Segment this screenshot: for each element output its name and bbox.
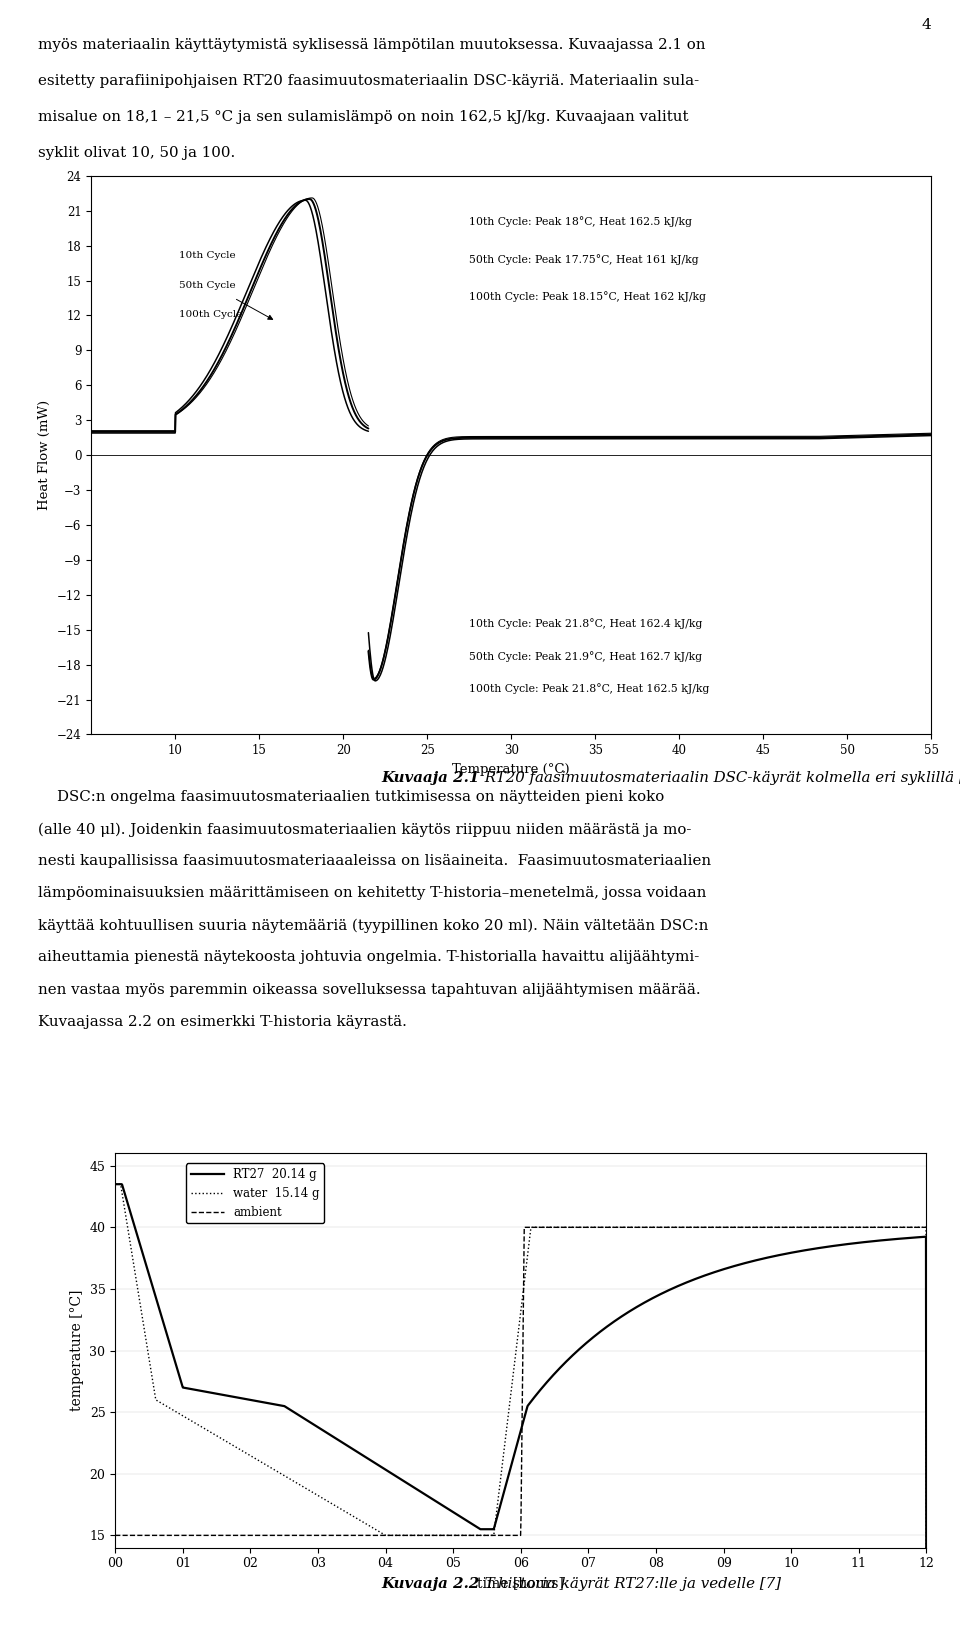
Text: nen vastaa myös paremmin oikeassa sovelluksessa tapahtuvan alijäähtymisen määrää: nen vastaa myös paremmin oikeassa sovell… bbox=[38, 983, 701, 997]
Text: Kuvaaja 2.2: Kuvaaja 2.2 bbox=[382, 1577, 480, 1592]
Y-axis label: Heat Flow (mW): Heat Flow (mW) bbox=[38, 399, 51, 511]
Line: ambient: ambient bbox=[115, 1227, 926, 1535]
water  15.14 g bbox=[504, 1393, 516, 1413]
X-axis label: Temperature (°C): Temperature (°C) bbox=[452, 762, 570, 775]
RT27  20.14 g bbox=[897, 1229, 908, 1249]
Text: 50th Cycle: Peak 21.9°C, Heat 162.7 kJ/kg: 50th Cycle: Peak 21.9°C, Heat 162.7 kJ/k… bbox=[469, 651, 703, 662]
Legend: RT27  20.14 g, water  15.14 g, ambient: RT27 20.14 g, water 15.14 g, ambient bbox=[186, 1163, 324, 1224]
X-axis label: time [hours]: time [hours] bbox=[477, 1576, 564, 1590]
Text: Kuvaajassa 2.2 on esimerkki T-historia käyrastä.: Kuvaajassa 2.2 on esimerkki T-historia k… bbox=[38, 1014, 407, 1029]
Text: (alle 40 μl). Joidenkin faasimuutosmateriaalien käytös riippuu niiden määrästä j: (alle 40 μl). Joidenkin faasimuutosmater… bbox=[38, 822, 692, 836]
Text: syklit olivat 10, 50 ja 100.: syklit olivat 10, 50 ja 100. bbox=[38, 146, 235, 161]
Text: käyttää kohtuullisen suuria näytemääriä (tyypillinen koko 20 ml). Näin vältetään: käyttää kohtuullisen suuria näytemääriä … bbox=[38, 918, 708, 933]
Text: Kuvaaja 2.1: Kuvaaja 2.1 bbox=[382, 771, 480, 785]
Text: lämpöominaisuuksien määrittämiseen on kehitetty T-historia–menetelmä, jossa void: lämpöominaisuuksien määrittämiseen on ke… bbox=[38, 887, 707, 900]
ambient bbox=[109, 1525, 121, 1544]
Line: water  15.14 g: water 15.14 g bbox=[115, 1185, 926, 1643]
RT27  20.14 g bbox=[151, 1290, 162, 1309]
water  15.14 g bbox=[151, 1390, 162, 1410]
Text: aiheuttamia pienestä näytekoosta johtuvia ongelmia. T-historialla havaittu alijä: aiheuttamia pienestä näytekoosta johtuvi… bbox=[38, 950, 700, 964]
Text: 100th Cycle: 100th Cycle bbox=[179, 309, 242, 319]
Text: 10th Cycle: Peak 21.8°C, Heat 162.4 kJ/kg: 10th Cycle: Peak 21.8°C, Heat 162.4 kJ/k… bbox=[469, 618, 703, 629]
water  15.14 g bbox=[109, 1175, 121, 1194]
Text: T-historia käyrät RT27:lle ja vedelle [7]: T-historia käyrät RT27:lle ja vedelle [7… bbox=[480, 1577, 781, 1592]
Y-axis label: temperature [°C]: temperature [°C] bbox=[70, 1290, 84, 1411]
Text: 100th Cycle: Peak 18.15°C, Heat 162 kJ/kg: 100th Cycle: Peak 18.15°C, Heat 162 kJ/k… bbox=[469, 291, 707, 302]
Text: RT20 faasimuutosmateriaalin DSC-käyrät kolmella eri syklillä [6]: RT20 faasimuutosmateriaalin DSC-käyrät k… bbox=[480, 771, 960, 785]
ambient bbox=[898, 1217, 909, 1237]
ambient bbox=[749, 1217, 760, 1237]
RT27  20.14 g bbox=[482, 1520, 493, 1539]
Text: nesti kaupallisissa faasimuutosmateriaaaleissa on lisäaineita.  Faasimuutosmater: nesti kaupallisissa faasimuutosmateriaaa… bbox=[38, 854, 711, 869]
water  15.14 g bbox=[897, 1217, 908, 1237]
Text: 10th Cycle: 10th Cycle bbox=[179, 251, 235, 261]
ambient bbox=[504, 1525, 516, 1544]
Text: 4: 4 bbox=[922, 18, 931, 31]
Text: myös materiaalin käyttäytymistä syklisessä lämpötilan muutoksessa. Kuvaajassa 2.: myös materiaalin käyttäytymistä syklises… bbox=[38, 38, 706, 53]
Text: 50th Cycle: 50th Cycle bbox=[179, 281, 235, 289]
water  15.14 g bbox=[748, 1217, 759, 1237]
RT27  20.14 g bbox=[109, 1175, 121, 1194]
RT27  20.14 g bbox=[504, 1462, 516, 1482]
ambient bbox=[921, 1217, 932, 1237]
Text: 50th Cycle: Peak 17.75°C, Heat 161 kJ/kg: 50th Cycle: Peak 17.75°C, Heat 161 kJ/kg bbox=[469, 253, 699, 265]
RT27  20.14 g bbox=[748, 1250, 759, 1270]
water  15.14 g bbox=[482, 1525, 493, 1544]
ambient bbox=[482, 1525, 493, 1544]
Line: RT27  20.14 g: RT27 20.14 g bbox=[115, 1185, 926, 1643]
Text: 10th Cycle: Peak 18°C, Heat 162.5 kJ/kg: 10th Cycle: Peak 18°C, Heat 162.5 kJ/kg bbox=[469, 217, 692, 227]
Text: 100th Cycle: Peak 21.8°C, Heat 162.5 kJ/kg: 100th Cycle: Peak 21.8°C, Heat 162.5 kJ/… bbox=[469, 683, 709, 693]
ambient bbox=[518, 1217, 530, 1237]
RT27  20.14 g bbox=[897, 1229, 908, 1249]
Text: DSC:n ongelma faasimuutosmateriaalien tutkimisessa on näytteiden pieni koko: DSC:n ongelma faasimuutosmateriaalien tu… bbox=[38, 790, 664, 805]
ambient bbox=[897, 1217, 908, 1237]
ambient bbox=[151, 1525, 162, 1544]
Text: misalue on 18,1 – 21,5 °C ja sen sulamislämpö on noin 162,5 kJ/kg. Kuvaajaan val: misalue on 18,1 – 21,5 °C ja sen sulamis… bbox=[38, 110, 689, 125]
Text: esitetty parafiinipohjaisen RT20 faasimuutosmateriaalin DSC-käyriä. Materiaalin : esitetty parafiinipohjaisen RT20 faasimu… bbox=[38, 74, 700, 89]
water  15.14 g bbox=[897, 1217, 908, 1237]
